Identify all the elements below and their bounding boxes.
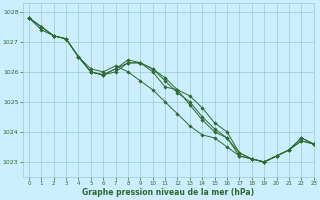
X-axis label: Graphe pression niveau de la mer (hPa): Graphe pression niveau de la mer (hPa) [82, 188, 254, 197]
